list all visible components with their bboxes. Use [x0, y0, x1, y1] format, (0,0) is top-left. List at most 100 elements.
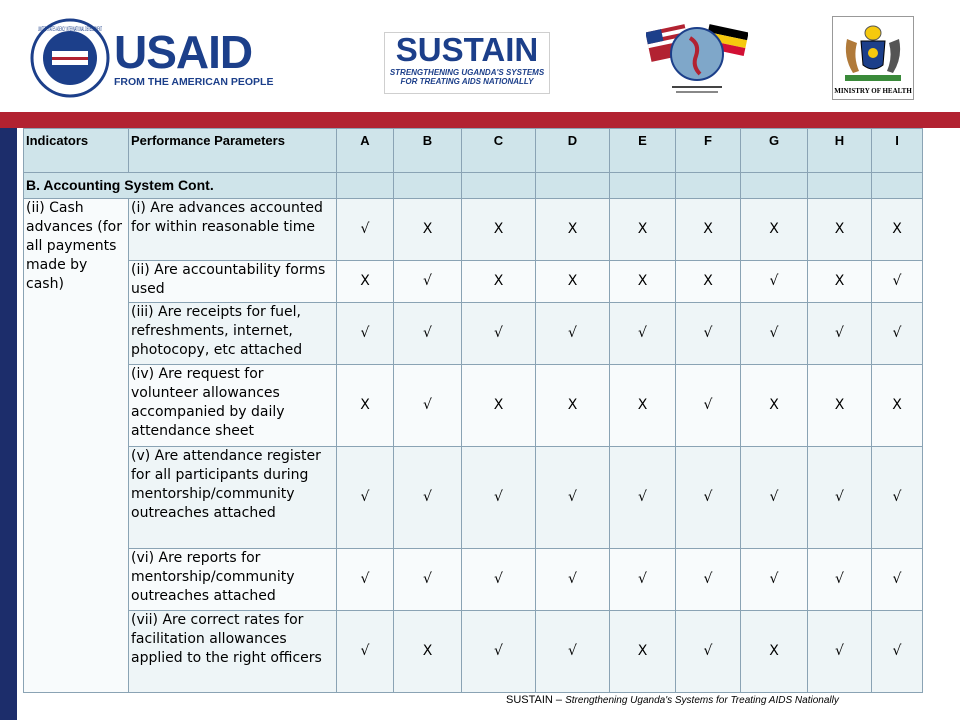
mark-cell-f: X — [675, 260, 741, 303]
sustain-logo: SUSTAIN STRENGTHENING UGANDA'S SYSTEMS F… — [384, 32, 550, 94]
parameter-cell: (iv) Are request for volunteer allowance… — [128, 364, 337, 447]
mark-cell-a: √ — [336, 610, 394, 693]
mark-cell-c: X — [461, 364, 536, 447]
mark-cell-d: √ — [535, 446, 610, 549]
parameter-cell: (vii) Are correct rates for facilitation… — [128, 610, 337, 693]
coat-of-arms-icon — [845, 25, 901, 81]
mark-cell-g: X — [740, 364, 808, 447]
mark-cell-e: X — [609, 364, 676, 447]
mark-cell-b: √ — [393, 364, 462, 447]
mark-cell-c: √ — [461, 548, 536, 611]
footer-separator: – — [555, 694, 563, 706]
mark-cell-a: √ — [336, 302, 394, 365]
mark-cell-h: X — [807, 198, 872, 261]
header-col-e: E — [609, 128, 676, 173]
mark-cell-d: √ — [535, 548, 610, 611]
mark-cell-d: √ — [535, 610, 610, 693]
header-col-c: C — [461, 128, 536, 173]
mark-cell-a: √ — [336, 446, 394, 549]
header-col-b: B — [393, 128, 462, 173]
mark-cell-i: X — [871, 364, 923, 447]
mark-cell-a: √ — [336, 548, 394, 611]
section-title: B. Accounting System Cont. — [23, 172, 337, 199]
parameter-cell: (iii) Are receipts for fuel, refreshment… — [128, 302, 337, 365]
red-divider-bar — [0, 112, 960, 128]
table-row: (vi) Are reports for mentorship/communit… — [24, 548, 923, 611]
footer-brand: SUSTAIN — [506, 694, 553, 706]
logo-header: UNITED STATES AGENCY INTERNATIONAL DEVEL… — [0, 0, 960, 112]
mark-cell-f: √ — [675, 446, 741, 549]
sustain-tagline-1: STRENGTHENING UGANDA'S SYSTEMS — [389, 68, 545, 77]
mark-cell-f: √ — [675, 548, 741, 611]
mark-cell-b: √ — [393, 548, 462, 611]
usaid-wordmark: USAID FROM THE AMERICAN PEOPLE — [114, 26, 284, 88]
mark-cell-c: √ — [461, 446, 536, 549]
parameter-cell: (v) Are attendance register for all part… — [128, 446, 337, 549]
header-col-f: F — [675, 128, 741, 173]
table-row: (vii) Are correct rates for facilitation… — [24, 610, 923, 693]
header-indicators: Indicators — [23, 128, 129, 173]
mark-cell-f: X — [675, 198, 741, 261]
mark-cell-i: X — [871, 198, 923, 261]
table-row: (v) Are attendance register for all part… — [24, 446, 923, 549]
header-col-i: I — [871, 128, 923, 173]
parameter-cell: (i) Are advances accounted for within re… — [128, 198, 337, 261]
ministry-caption: MINISTRY OF HEALTH — [834, 87, 912, 95]
mark-cell-d: X — [535, 198, 610, 261]
mark-cell-g: X — [740, 198, 808, 261]
mark-cell-i: √ — [871, 446, 923, 549]
ministry-of-health-logo: MINISTRY OF HEALTH — [832, 16, 914, 100]
sustain-name: SUSTAIN — [395, 31, 539, 68]
mark-cell-g: √ — [740, 302, 808, 365]
footer-tagline: Strengthening Uganda's Systems for Treat… — [565, 695, 839, 706]
mark-cell-d: √ — [535, 302, 610, 365]
usaid-seal-text: UNITED STATES AGENCY INTERNATIONAL DEVEL… — [38, 25, 102, 33]
left-accent-bar — [0, 128, 17, 720]
table-row: (iv) Are request for volunteer allowance… — [24, 364, 923, 447]
usaid-name: USAID — [114, 26, 253, 78]
mark-cell-h: √ — [807, 548, 872, 611]
table-header-row: Indicators Performance Parameters A B C … — [23, 128, 923, 173]
mark-cell-c: √ — [461, 610, 536, 693]
mark-cell-h: √ — [807, 446, 872, 549]
mark-cell-h: X — [807, 260, 872, 303]
mark-cell-i: √ — [871, 610, 923, 693]
usaid-seal-logo: UNITED STATES AGENCY INTERNATIONAL DEVEL… — [30, 18, 110, 98]
usaid-tagline: FROM THE AMERICAN PEOPLE — [114, 76, 274, 88]
mark-cell-g: √ — [740, 260, 808, 303]
mark-cell-i: √ — [871, 260, 923, 303]
mark-cell-b: √ — [393, 302, 462, 365]
parameter-cell: (vi) Are reports for mentorship/communit… — [128, 548, 337, 611]
table-row: (iii) Are receipts for fuel, refreshment… — [24, 302, 923, 365]
mark-cell-e: √ — [609, 446, 676, 549]
header-col-d: D — [535, 128, 610, 173]
section-row: B. Accounting System Cont. — [23, 172, 923, 199]
table-row: (ii) Cash advances (for all payments mad… — [23, 198, 923, 693]
mark-cell-a: X — [336, 364, 394, 447]
mark-cell-d: X — [535, 364, 610, 447]
mark-cell-h: X — [807, 364, 872, 447]
mark-cell-b: X — [393, 610, 462, 693]
mark-cell-c: √ — [461, 302, 536, 365]
partnership-emblem-logo — [646, 24, 748, 93]
mark-cell-c: X — [461, 260, 536, 303]
mark-cell-g: √ — [740, 548, 808, 611]
mark-cell-f: √ — [675, 610, 741, 693]
mark-cell-i: √ — [871, 302, 923, 365]
footer: SUSTAIN – Strengthening Uganda's Systems… — [506, 694, 839, 706]
mark-cell-e: √ — [609, 548, 676, 611]
mark-cell-d: X — [535, 260, 610, 303]
header-performance-parameters: Performance Parameters — [128, 128, 337, 173]
table-row: (ii) Are accountability forms used X √ X X X X… — [24, 260, 923, 303]
indicator-cell: (ii) Cash advances (for all payments mad… — [23, 198, 129, 693]
mark-cell-g: √ — [740, 446, 808, 549]
header-col-h: H — [807, 128, 872, 173]
mark-cell-i: √ — [871, 548, 923, 611]
header-col-a: A — [336, 128, 394, 173]
mark-cell-e: X — [609, 610, 676, 693]
mark-cell-b: √ — [393, 446, 462, 549]
mark-cell-e: X — [609, 198, 676, 261]
mark-cell-a: √ — [336, 198, 394, 261]
mark-cell-a: X — [336, 260, 394, 303]
mark-cell-g: X — [740, 610, 808, 693]
